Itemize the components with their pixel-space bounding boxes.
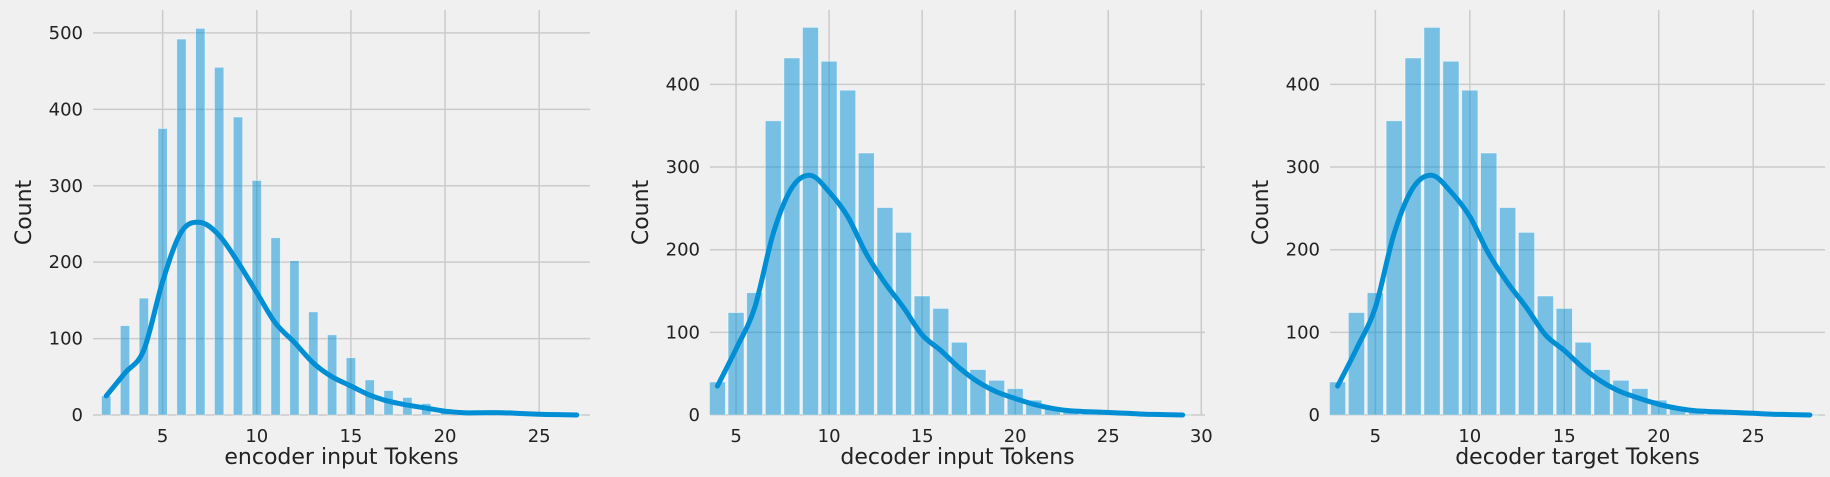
histogram-bar	[1442, 60, 1460, 416]
histogram-bar	[876, 207, 894, 416]
panel-encoder-input: 5 10 15 20 25 0 100 200 300 400 500 encoder input T…	[12, 10, 590, 470]
x-tick-label: 5	[157, 426, 168, 447]
histogram-bar	[839, 89, 857, 416]
histogram-bar	[1574, 341, 1592, 416]
x-axis-label: decoder input Tokens	[840, 445, 1074, 470]
x-tick-label: 15	[339, 426, 362, 447]
histogram-bar	[1536, 295, 1554, 416]
histogram-bar	[1423, 26, 1441, 416]
x-tick-label: 25	[1097, 426, 1120, 447]
y-tick-label: 500	[49, 23, 83, 44]
y-tick-label: 200	[49, 252, 83, 273]
x-tick-label: 10	[1458, 426, 1481, 447]
histogram-bar	[764, 120, 782, 416]
histogram-bar	[1555, 307, 1573, 416]
x-tick-label: 10	[245, 426, 268, 447]
histogram-bar	[1612, 379, 1630, 416]
histogram-bar	[932, 307, 950, 416]
y-tick-label: 0	[1309, 405, 1320, 426]
y-tick-label: 400	[1286, 74, 1320, 95]
x-tick-label: 20	[1647, 426, 1670, 447]
x-tick-label: 30	[1190, 426, 1213, 447]
histogram-bar	[1480, 152, 1498, 416]
histogram-bar	[1385, 120, 1403, 416]
histogram-bar	[950, 341, 968, 416]
y-axis-label: Count	[12, 179, 37, 245]
histogram-bar	[913, 295, 931, 416]
x-tick-label: 5	[730, 426, 741, 447]
x-tick-label: 20	[1004, 426, 1027, 447]
y-tick-label: 300	[49, 176, 83, 197]
x-tick-label: 15	[1553, 426, 1576, 447]
histogram-bar	[802, 26, 819, 416]
kde-curve	[714, 172, 1186, 418]
histogram-bar	[988, 379, 1005, 416]
kde-curve	[103, 219, 580, 418]
x-tick-label: 20	[434, 426, 457, 447]
x-tick-label: 5	[1370, 426, 1381, 447]
x-tick-label: 15	[911, 426, 934, 447]
y-tick-label: 400	[666, 74, 700, 95]
histogram-bar	[1404, 57, 1422, 416]
y-tick-label: 100	[666, 322, 700, 343]
y-axis-label: Count	[629, 179, 654, 245]
y-tick-label: 200	[1286, 240, 1320, 261]
histogram-bar	[895, 231, 912, 416]
histogram-bar	[1461, 89, 1479, 416]
y-tick-label: 300	[666, 157, 700, 178]
y-tick-label: 0	[72, 405, 83, 426]
x-tick-label: 25	[1742, 426, 1765, 447]
y-axis-label: Count	[1249, 179, 1274, 245]
y-tick-label: 200	[666, 240, 700, 261]
x-axis-label: decoder target Tokens	[1455, 445, 1700, 470]
y-tick-label: 100	[49, 329, 83, 350]
histogram-bar	[1517, 231, 1536, 416]
kde-curve	[1335, 172, 1813, 418]
histogram-bar	[101, 395, 112, 416]
histogram-bar	[820, 60, 838, 416]
y-tick-label: 300	[1286, 157, 1320, 178]
y-tick-label: 400	[49, 99, 83, 120]
histogram-bar	[1499, 207, 1517, 416]
x-axis-label: encoder input Tokens	[224, 445, 458, 470]
panel-decoder-target: 5 10 15 20 25 0 100 200 300 400 decoder target Tok…	[1249, 10, 1825, 470]
y-tick-label: 100	[1286, 322, 1320, 343]
x-tick-label: 25	[528, 426, 551, 447]
x-tick-label: 10	[818, 426, 841, 447]
histogram-bar	[783, 57, 801, 416]
y-tick-label: 0	[689, 405, 700, 426]
histogram-bar	[857, 152, 875, 416]
